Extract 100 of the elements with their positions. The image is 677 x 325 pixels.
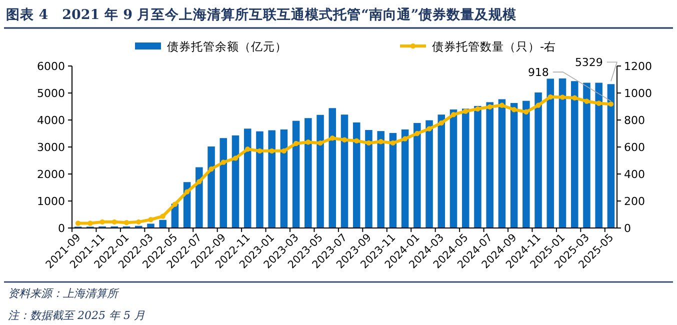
y-tick-label: 6000 bbox=[37, 60, 65, 73]
bar bbox=[438, 114, 446, 228]
bar bbox=[546, 78, 554, 228]
point bbox=[208, 166, 214, 172]
point bbox=[487, 104, 492, 110]
point bbox=[196, 179, 202, 184]
bar bbox=[607, 84, 615, 228]
bar bbox=[304, 118, 312, 228]
point bbox=[414, 130, 420, 136]
point bbox=[450, 112, 456, 118]
bar bbox=[522, 100, 530, 228]
point bbox=[330, 135, 335, 141]
y2-tick-label: 0 bbox=[624, 222, 631, 235]
y2-tick-label: 600 bbox=[624, 141, 645, 154]
bar bbox=[159, 220, 166, 228]
bar bbox=[208, 146, 215, 228]
data-label: 5329 bbox=[574, 56, 603, 70]
point bbox=[560, 94, 566, 100]
bar bbox=[558, 78, 566, 228]
point bbox=[232, 156, 238, 161]
bar bbox=[196, 167, 203, 228]
point bbox=[390, 140, 396, 146]
y-tick-label: 2000 bbox=[37, 168, 65, 181]
bar bbox=[268, 130, 276, 228]
point bbox=[366, 140, 372, 146]
point bbox=[100, 219, 105, 225]
point bbox=[88, 220, 93, 226]
bar bbox=[414, 122, 421, 228]
bar bbox=[316, 114, 324, 228]
point bbox=[475, 106, 480, 112]
bar bbox=[534, 92, 542, 228]
legend-label: 债券托管数量（只）-右 bbox=[432, 40, 556, 54]
y-tick-label: 1000 bbox=[37, 195, 65, 208]
bar bbox=[486, 102, 494, 228]
point bbox=[281, 148, 287, 154]
bar bbox=[450, 109, 458, 228]
text: 注：数据截至 2025 年 5 月 bbox=[8, 309, 145, 322]
point bbox=[354, 138, 360, 144]
point bbox=[524, 109, 529, 114]
point bbox=[342, 137, 348, 142]
point bbox=[426, 126, 432, 132]
text: 资料来源：上海清算所 bbox=[8, 287, 120, 300]
point bbox=[608, 101, 614, 107]
y2-tick-label: 800 bbox=[624, 114, 645, 127]
bar bbox=[498, 99, 506, 228]
point bbox=[172, 202, 178, 207]
point bbox=[499, 102, 505, 108]
legend-label: 债券托管余额（亿元） bbox=[167, 40, 287, 54]
y-tick-label: 0 bbox=[58, 222, 65, 235]
point bbox=[378, 139, 384, 144]
y2-tick-label: 1000 bbox=[624, 87, 652, 100]
bar bbox=[328, 108, 336, 228]
point bbox=[463, 108, 468, 114]
bar bbox=[365, 130, 372, 228]
bar bbox=[147, 224, 154, 228]
point bbox=[402, 136, 408, 142]
bar bbox=[292, 120, 300, 228]
point bbox=[438, 120, 444, 126]
bar bbox=[570, 81, 578, 228]
point bbox=[257, 148, 262, 154]
point bbox=[306, 140, 311, 145]
bar bbox=[474, 106, 482, 228]
bar bbox=[340, 114, 348, 228]
point bbox=[536, 102, 541, 108]
point bbox=[136, 219, 142, 225]
point bbox=[75, 220, 81, 226]
y-tick-label: 5000 bbox=[37, 87, 65, 100]
point bbox=[148, 217, 154, 222]
y2-tick-label: 1200 bbox=[624, 60, 652, 73]
bar bbox=[595, 82, 602, 228]
y-tick-label: 4000 bbox=[37, 114, 65, 127]
bar bbox=[401, 129, 409, 228]
point bbox=[245, 146, 250, 152]
point bbox=[584, 98, 590, 104]
point bbox=[548, 94, 553, 100]
y2-tick-label: 200 bbox=[624, 195, 645, 208]
bar bbox=[389, 132, 397, 228]
y-tick-label: 3000 bbox=[37, 141, 65, 154]
bar bbox=[426, 120, 433, 228]
point bbox=[112, 219, 117, 225]
bar bbox=[256, 131, 264, 228]
point bbox=[269, 148, 274, 154]
chart-title: 图表 4 2021 年 9 月至今上海清算所互联互通模式托管“南向通”债券数量及规模 bbox=[6, 7, 518, 23]
point bbox=[511, 107, 517, 112]
bar bbox=[352, 122, 360, 228]
data-label: 918 bbox=[528, 66, 549, 80]
y2-tick-label: 400 bbox=[624, 168, 645, 181]
point bbox=[220, 160, 226, 165]
point bbox=[184, 189, 190, 194]
bar bbox=[377, 131, 384, 228]
point bbox=[293, 140, 299, 146]
bar bbox=[232, 135, 240, 228]
bar bbox=[220, 138, 228, 228]
point bbox=[160, 214, 166, 219]
bar bbox=[244, 128, 252, 228]
bar bbox=[280, 129, 288, 228]
point bbox=[124, 220, 130, 226]
point bbox=[318, 140, 323, 146]
bar bbox=[462, 108, 470, 228]
bar bbox=[583, 82, 590, 228]
